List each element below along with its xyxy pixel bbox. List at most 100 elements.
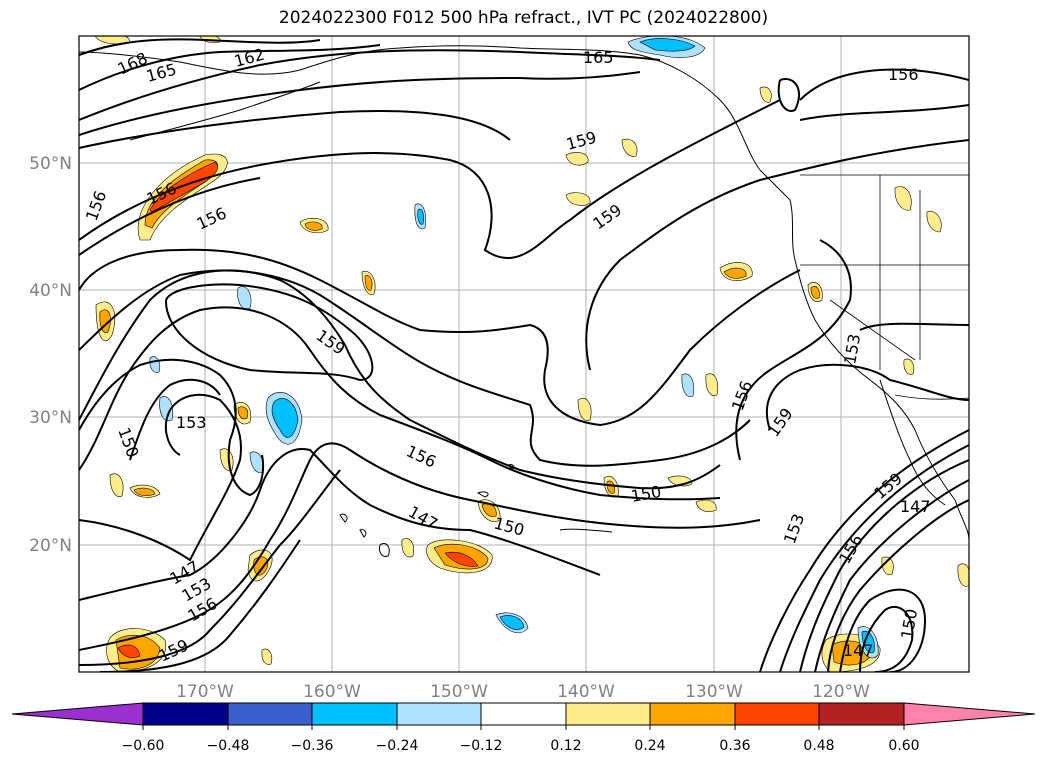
contour-line	[79, 38, 321, 56]
anomaly-patch	[444, 551, 479, 567]
colorbar-ticks	[142, 725, 905, 730]
colorbar-segment	[311, 702, 398, 726]
anomaly-patch	[149, 356, 161, 373]
ivt-anomaly-fill	[94, 36, 969, 672]
colorbar-segment	[565, 702, 651, 726]
contour-line	[79, 269, 751, 467]
anomaly-patch	[639, 38, 696, 52]
contour-line	[79, 248, 801, 427]
contour-label: 165	[583, 48, 614, 67]
contour-line	[79, 358, 265, 497]
state-borders	[800, 175, 969, 370]
anomaly-patch	[759, 86, 772, 103]
anomaly-patch	[149, 161, 219, 213]
latitude-labels: 50°N 40°N 30°N 20°N	[29, 154, 72, 556]
contour-label: 162	[232, 45, 266, 71]
colorbar-extend-high	[903, 702, 1036, 726]
coastline-hawaii	[339, 513, 390, 557]
coastline-aleutians	[129, 81, 321, 141]
anomaly-patch	[417, 208, 424, 225]
contour-line	[859, 322, 969, 331]
anomaly-patch	[695, 499, 717, 513]
map-title: 2024022300 F012 500 hPa refract., IVT PC…	[278, 8, 769, 28]
contour-line	[799, 104, 969, 121]
contour-label: 153	[840, 332, 864, 365]
colorbar-tick-label: −0.60	[122, 738, 165, 754]
anomaly-patch	[401, 538, 414, 558]
colorbar-tick-label: 0.36	[719, 738, 750, 754]
graticule	[79, 36, 969, 672]
anomaly-patch	[261, 648, 273, 665]
contour-label: 150	[114, 425, 142, 460]
coastlines	[79, 45, 969, 557]
contour-line	[585, 139, 969, 371]
anomaly-patch	[219, 448, 234, 471]
lon-label-140w: 140°W	[557, 682, 615, 702]
anomaly-patch	[304, 221, 323, 231]
anomaly-patch	[810, 286, 820, 299]
lat-label-50n: 50°N	[29, 154, 72, 174]
political-borders	[800, 174, 969, 400]
contour-label: 147	[900, 497, 931, 516]
contour-line	[129, 378, 221, 461]
lat-label-30n: 30°N	[29, 408, 72, 428]
lon-label-160w: 160°W	[303, 682, 361, 702]
colorbar-segment	[734, 702, 820, 726]
anomaly-patch	[565, 192, 591, 206]
contour-line	[777, 78, 800, 112]
anomaly-patch	[621, 138, 638, 157]
contour-label: 153	[176, 413, 207, 432]
colorbar-tick-label: −0.48	[207, 738, 250, 754]
lon-label-150w: 150°W	[430, 682, 488, 702]
contour-line	[79, 99, 781, 259]
anomaly-patch	[894, 186, 912, 211]
contour-label: 159	[313, 326, 349, 359]
contour-line	[79, 44, 381, 91]
contour-line	[79, 448, 601, 601]
contour-label: 156	[194, 203, 230, 233]
contour-line	[79, 269, 721, 490]
contour-label: 150	[492, 514, 526, 540]
contour-label: 147	[405, 502, 441, 534]
anomaly-patch	[271, 398, 299, 438]
colorbar-segment	[227, 702, 313, 726]
colorbar-extend-low	[11, 702, 144, 726]
anomaly-patch	[237, 406, 249, 420]
contour-label: 156	[728, 378, 756, 413]
contour-line	[79, 71, 641, 136]
contour-label: 153	[780, 511, 808, 546]
refractivity-contours	[79, 38, 969, 672]
contour-label: 159	[589, 200, 625, 233]
colorbar-segment	[480, 702, 567, 726]
colorbar-tick-label: −0.12	[460, 738, 503, 754]
coastline-west-coast	[789, 199, 969, 541]
lat-label-40n: 40°N	[29, 281, 72, 301]
contour-line	[859, 605, 914, 672]
colorbar-segment	[818, 702, 905, 726]
contour-label: 150	[897, 607, 921, 640]
anomaly-patch	[109, 473, 124, 497]
lon-label-120w: 120°W	[812, 682, 870, 702]
colorbar-tick-label: 0.60	[888, 738, 919, 754]
contour-label: 159	[564, 128, 598, 154]
contour-label: 156	[403, 441, 439, 471]
contour-line	[79, 177, 261, 256]
anomaly-patch	[881, 556, 894, 575]
anomaly-patch	[249, 451, 264, 473]
longitude-labels: 170°W 160°W 150°W 140°W 130°W 120°W	[176, 682, 870, 702]
anomaly-patch	[606, 480, 615, 494]
coastline-baja	[879, 379, 946, 506]
colorbar-tick-label: −0.24	[376, 738, 419, 754]
contour-line	[799, 68, 969, 101]
anomaly-patch	[499, 615, 525, 630]
anomaly-patch	[159, 396, 173, 422]
colorbar-segment	[649, 702, 736, 726]
anomaly-patch	[364, 275, 373, 291]
anomaly-patch	[957, 563, 969, 587]
map-area	[79, 36, 969, 672]
lon-label-170w: 170°W	[176, 682, 234, 702]
contour-label: 159	[764, 404, 797, 440]
colorbar-segment	[396, 702, 482, 726]
colorbar-segment	[142, 702, 229, 726]
map-frame	[78, 35, 970, 673]
